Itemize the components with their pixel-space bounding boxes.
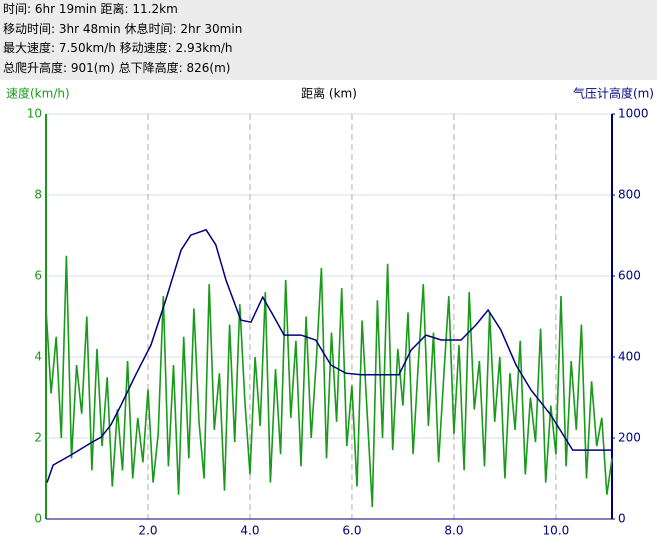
y2-tick-label: 0: [618, 512, 626, 526]
y2-tick-label: 600: [618, 269, 641, 283]
stat-line: 最大速度: 7.50km/h 移动速度: 2.93km/h: [3, 41, 233, 55]
stat-line: 总爬升高度: 901(m) 总下降高度: 826(m): [3, 60, 231, 75]
y-tick-label: 10: [27, 107, 42, 121]
x-tick-label: 8.0: [444, 524, 463, 538]
y-tick-label: 0: [34, 512, 42, 526]
y-tick-label: 8: [34, 188, 42, 202]
x-axis-label: 距离 (km): [301, 86, 357, 101]
stat-line: 移动时间: 3hr 48min 休息时间: 2hr 30min: [3, 21, 243, 36]
x-tick-label: 10.0: [543, 524, 570, 538]
y2-axis-label: 气压计高度(m): [573, 86, 654, 101]
y2-tick-label: 200: [618, 431, 641, 445]
y-axis-label: 速度(km/h): [6, 86, 70, 101]
x-tick-label: 2.0: [138, 524, 157, 538]
x-tick-label: 4.0: [240, 524, 259, 538]
chart: 速度(km/h) 距离 (km) 气压计高度(m) 0 2 4 6 8 10 0 200 400…: [6, 86, 654, 538]
series-line: [46, 228, 611, 483]
y2-tick-label: 1000: [618, 107, 649, 121]
y-tick-label: 4: [34, 350, 42, 364]
x-tick-label: 6.0: [342, 524, 361, 538]
y2-tick-label: 400: [618, 350, 641, 364]
series-line: [45, 255, 613, 507]
y-tick-label: 6: [34, 269, 42, 283]
stats-header: 时间: 6hr 19min 距离: 11.2km 移动时间: 3hr 48min…: [0, 0, 657, 80]
stat-line: 时间: 6hr 19min 距离: 11.2km: [3, 2, 178, 16]
y-tick-label: 2: [34, 431, 42, 445]
y2-tick-label: 800: [618, 188, 641, 202]
